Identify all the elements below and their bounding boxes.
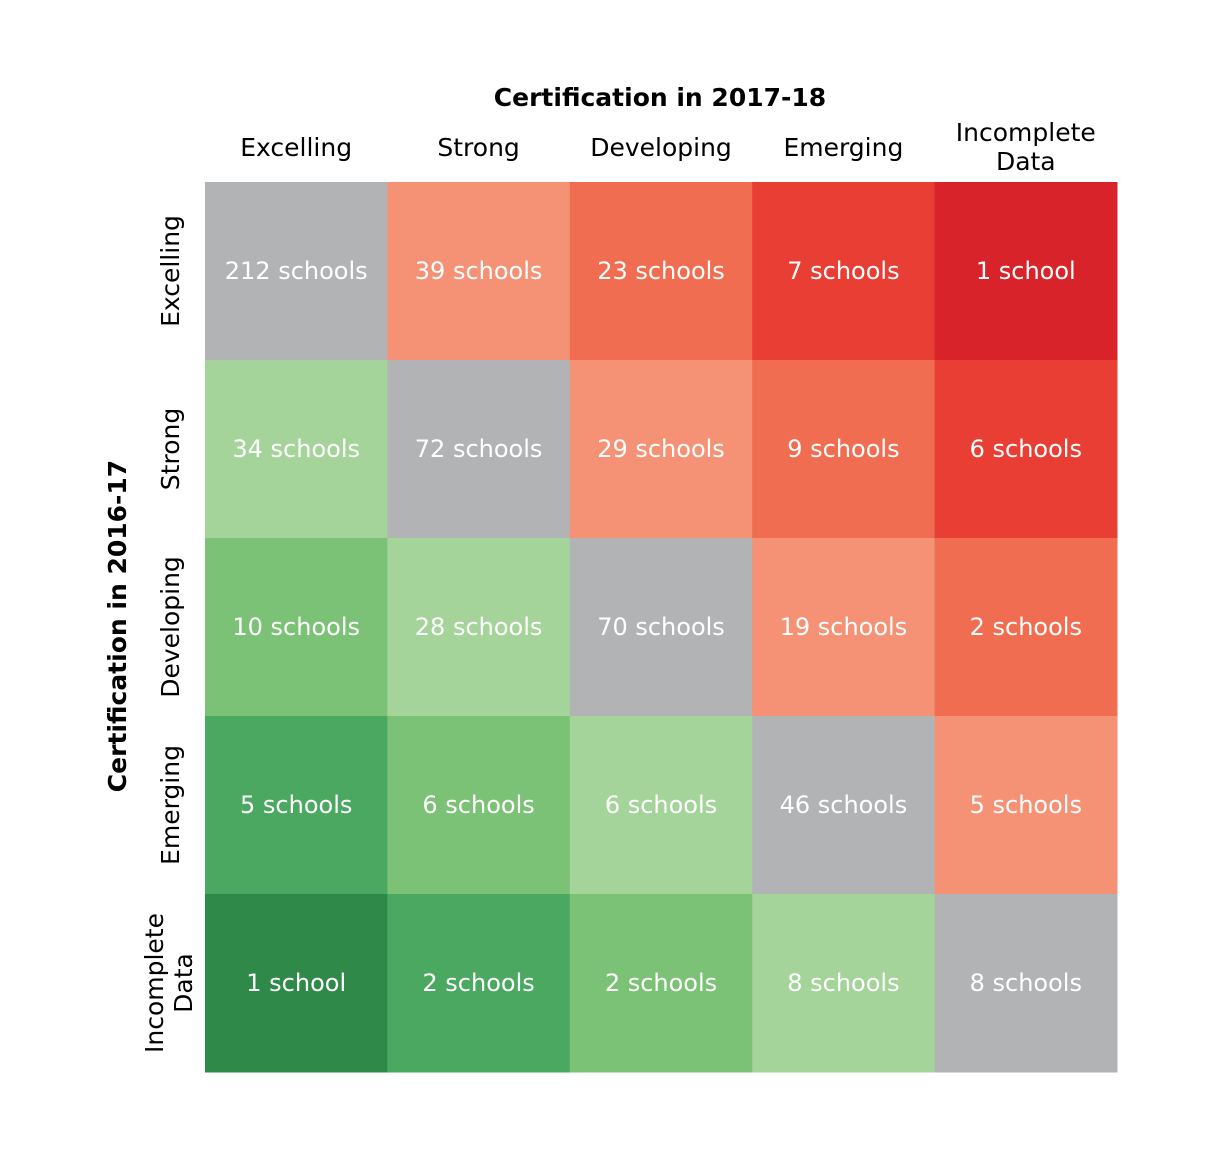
heatmap-cell	[387, 360, 571, 539]
row-label: IncompleteData	[140, 913, 198, 1053]
heatmap-cell	[569, 360, 753, 539]
cell-label: 39 schools	[415, 257, 543, 285]
cell-label: 19 schools	[780, 613, 908, 641]
cell-label: 28 schools	[415, 613, 543, 641]
heatmap-cell	[752, 182, 936, 361]
row-label: Developing	[156, 556, 185, 698]
cell-label: 6 schools	[605, 791, 717, 819]
cell-label: 46 schools	[780, 791, 908, 819]
column-label: Strong	[437, 133, 519, 162]
heatmap-cell	[569, 538, 753, 717]
cell-label: 1 school	[976, 257, 1076, 285]
cell-label: 1 school	[246, 969, 346, 997]
heatmap-cell	[752, 360, 936, 539]
cell-label: 29 schools	[597, 435, 725, 463]
heatmap-cell	[934, 182, 1118, 361]
heatmap-cell	[205, 894, 388, 1073]
heatmap-cell	[934, 360, 1118, 539]
heatmap-cell	[387, 894, 571, 1073]
cell-label: 8 schools	[787, 969, 899, 997]
x-axis-title: Certification in 2017-18	[494, 83, 826, 112]
column-labels: Excelling Strong Developing Emerging Incompl…	[240, 118, 1096, 176]
cell-label: 2 schools	[422, 969, 534, 997]
cell-label: 8 schools	[970, 969, 1082, 997]
heatmap-cell	[205, 182, 388, 361]
cell-label: 212 schools	[225, 257, 368, 285]
heatmap-cell	[205, 538, 388, 717]
cell-label: 6 schools	[422, 791, 534, 819]
row-label: Excelling	[156, 215, 185, 327]
cell-label: 7 schools	[787, 257, 899, 285]
heatmap-cell	[387, 716, 571, 895]
column-label: Incomplete Data	[956, 118, 1096, 176]
cell-label: 23 schools	[597, 257, 725, 285]
cell-label: 6 schools	[970, 435, 1082, 463]
heatmap-cell	[752, 894, 936, 1073]
cell-label: 72 schools	[415, 435, 543, 463]
heatmap-cell	[569, 894, 753, 1073]
heatmap-cell	[205, 360, 388, 539]
y-axis-title: Certification in 2016-17	[103, 460, 132, 792]
cell-label: 34 schools	[232, 435, 360, 463]
heatmap-cell	[387, 538, 571, 717]
heatmap-cell	[569, 182, 753, 361]
cell-label: 9 schools	[787, 435, 899, 463]
cell-label: 5 schools	[970, 791, 1082, 819]
heatmap-cell	[752, 716, 936, 895]
cell-label: 70 schools	[597, 613, 725, 641]
row-label: Strong	[156, 408, 185, 490]
heatmap-cell	[934, 716, 1118, 895]
heatmap-cell	[934, 894, 1118, 1073]
heatmap-cell	[752, 538, 936, 717]
cell-label: 10 schools	[232, 613, 360, 641]
heatmap-cell	[387, 182, 571, 361]
column-label: Emerging	[783, 133, 903, 162]
cell-label: 5 schools	[240, 791, 352, 819]
cell-label: 2 schools	[970, 613, 1082, 641]
column-label: Developing	[590, 133, 732, 162]
heatmap-cell	[205, 716, 388, 895]
heatmap-cell	[569, 716, 753, 895]
column-label: Excelling	[240, 133, 352, 162]
heatmap-cells: 212 schools 39 schools 23 schools 7 schools…	[205, 182, 1118, 1073]
cell-label: 2 schools	[605, 969, 717, 997]
row-label: Emerging	[156, 745, 185, 865]
row-labels: Excelling Strong Developing Emerging Incompl…	[140, 215, 198, 1053]
heatmap-cell	[934, 538, 1118, 717]
